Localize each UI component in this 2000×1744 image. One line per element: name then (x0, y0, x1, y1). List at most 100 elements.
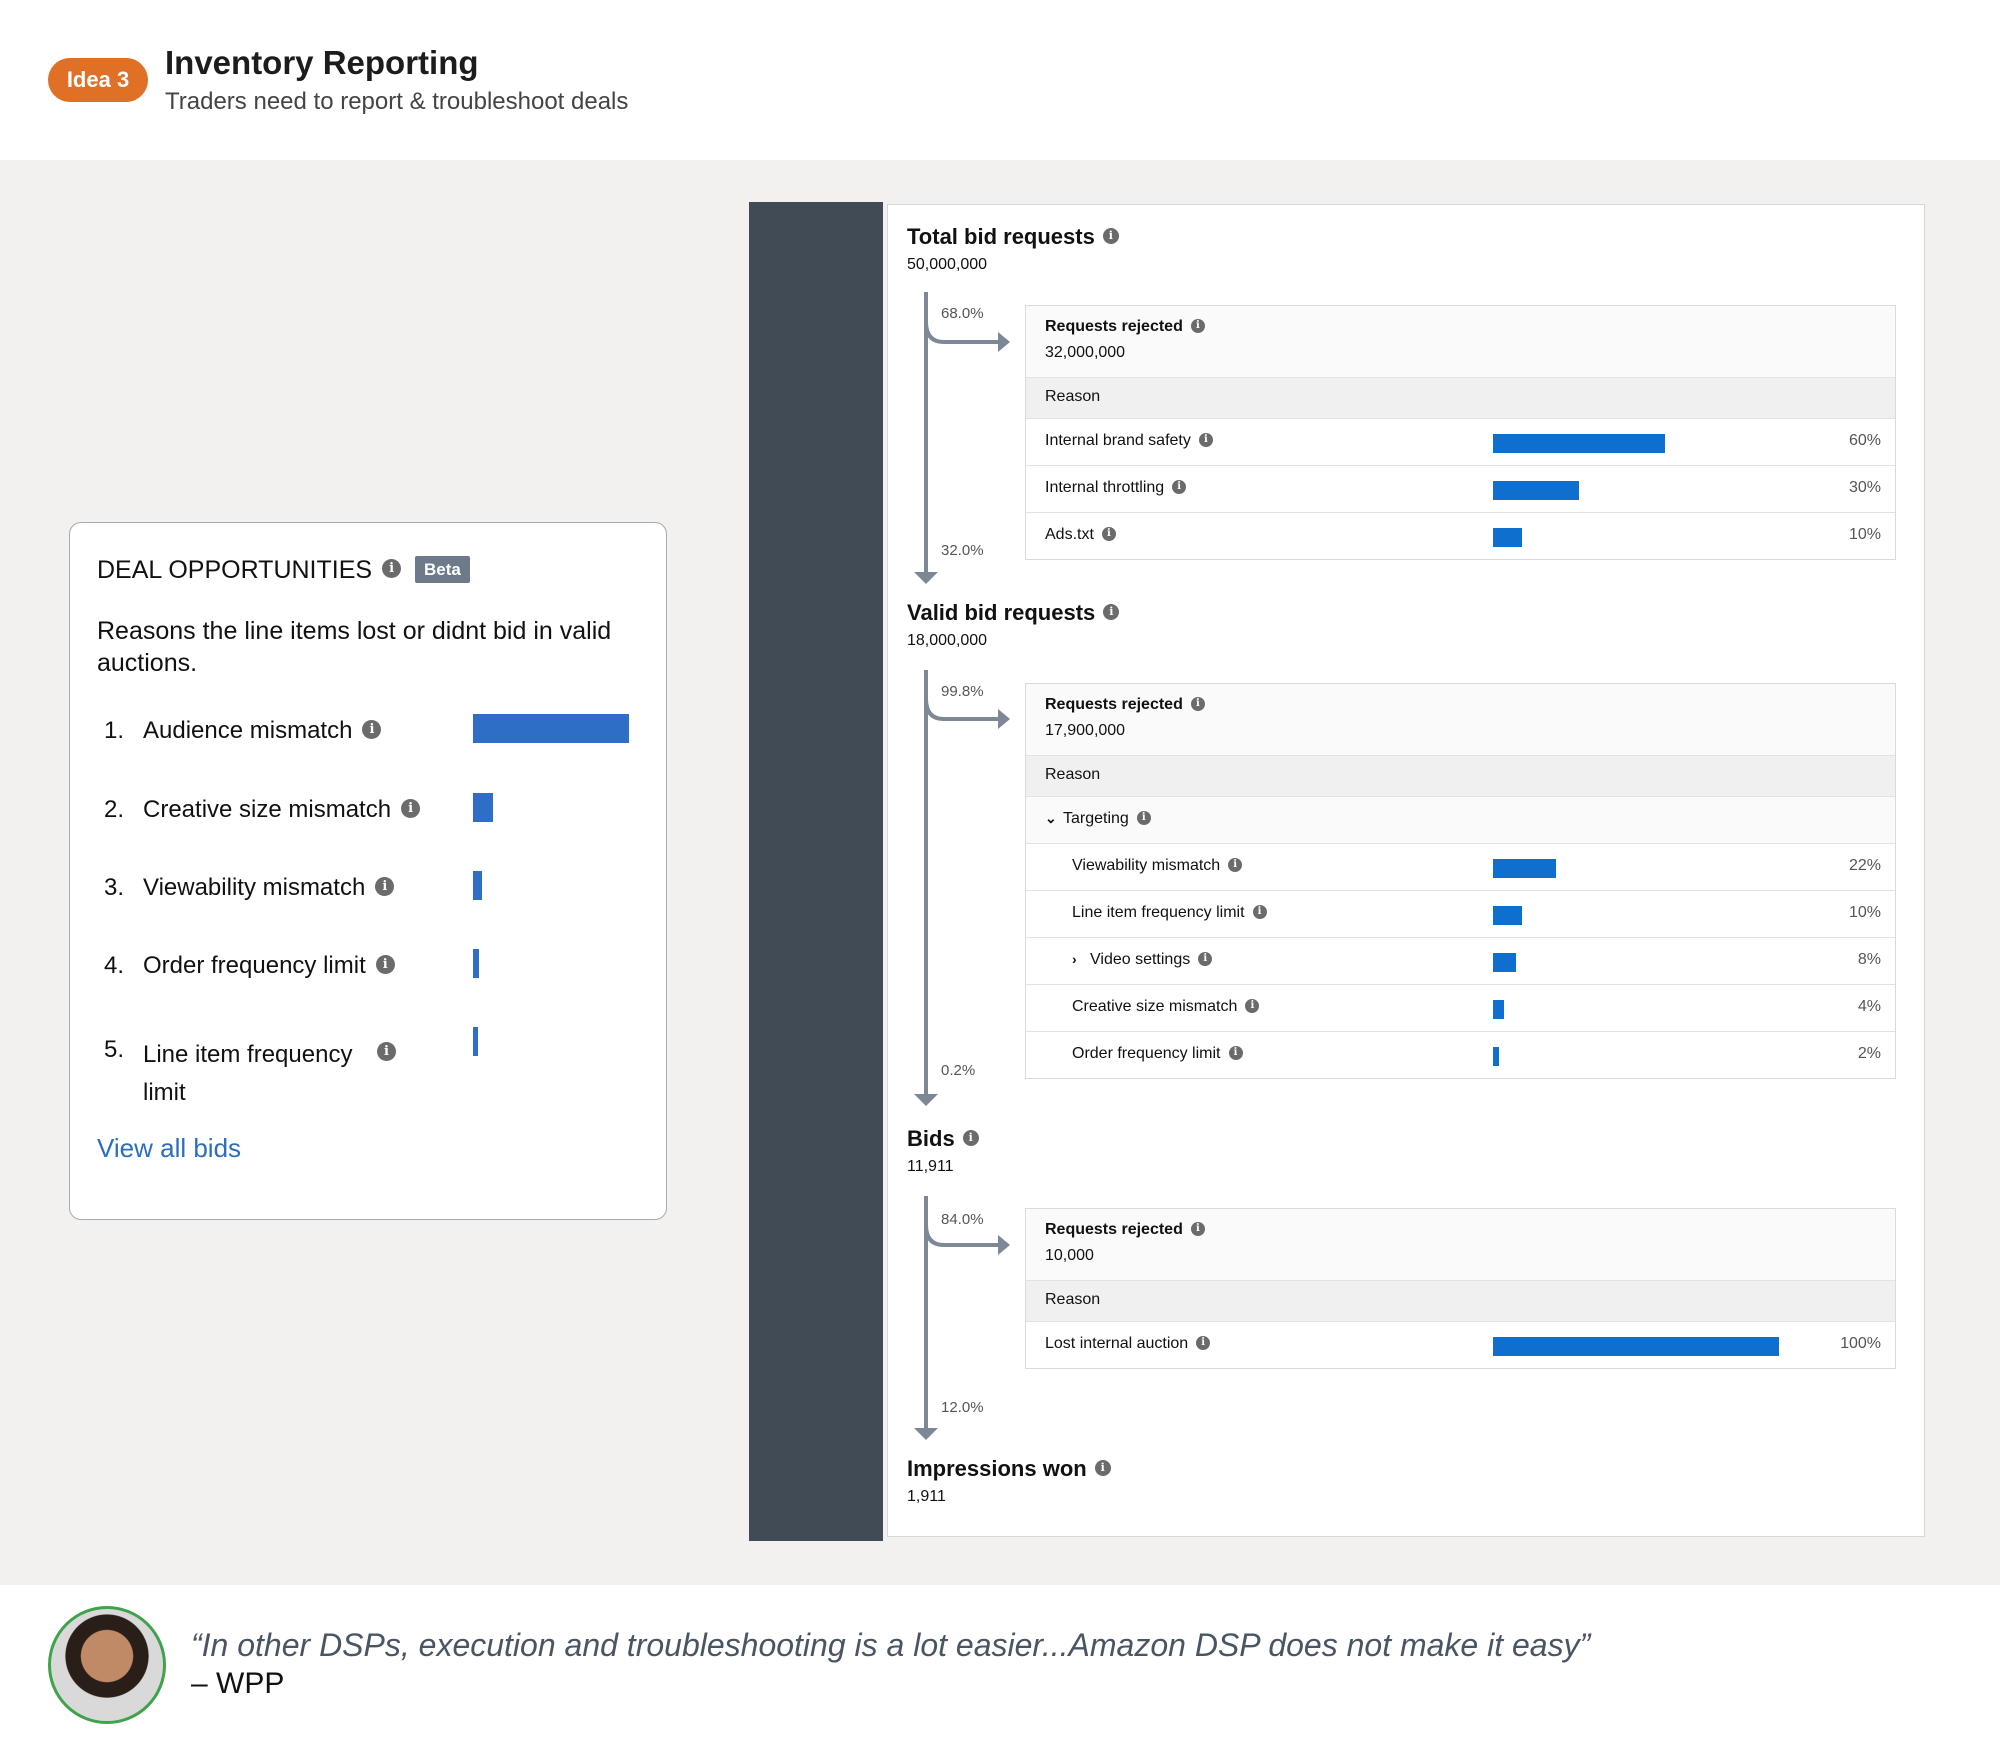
deal-item-label: Viewability mismatch (143, 874, 366, 901)
info-icon[interactable]: i (382, 558, 402, 578)
reason-percentage: 30% (1848, 479, 1881, 496)
reason-label-text: Order frequency limit (1072, 1045, 1221, 1062)
arrow-right-icon (924, 699, 1010, 729)
info-icon[interactable]: i (377, 1042, 396, 1061)
info-icon[interactable]: i (362, 720, 382, 740)
rejected-percentage: 99.8% (941, 683, 984, 700)
reason-bar (1493, 528, 1522, 547)
rejected-percentage: 84.0% (941, 1211, 984, 1228)
reason-label: Internal brand safety i (1045, 432, 1213, 450)
deal-item-bar (473, 793, 493, 822)
info-icon[interactable]: i (1172, 479, 1187, 494)
info-icon[interactable]: i (1228, 1045, 1243, 1060)
reason-row[interactable]: Creative size mismatch i 4% (1026, 985, 1895, 1032)
deal-item-number: 2. (104, 796, 125, 823)
reason-label: Creative size mismatch i (1072, 998, 1260, 1016)
reason-label: › Video settings i (1072, 951, 1213, 969)
reason-header-text: Reason (1045, 766, 1101, 783)
arrow-right-icon (924, 1225, 1010, 1255)
rejection-title-text: Requests rejected (1045, 1221, 1183, 1238)
info-icon[interactable]: i (1198, 432, 1213, 447)
reason-label-text: Lost internal auction (1045, 1335, 1189, 1352)
info-icon[interactable]: i (1103, 604, 1120, 621)
rejection-title: Requests rejected i (1045, 318, 1205, 336)
info-icon[interactable]: i (1245, 998, 1260, 1013)
info-icon[interactable]: i (1190, 696, 1205, 711)
deal-item-bar (473, 714, 629, 743)
deal-item-audience-mismatch: Audience mismatch i (143, 717, 382, 745)
group-label: ⌄ Targeting i (1045, 810, 1151, 828)
targeting-group-row[interactable]: ⌄ Targeting i (1026, 797, 1895, 844)
reason-bar (1493, 1337, 1779, 1356)
info-icon[interactable]: i (1094, 1460, 1111, 1477)
arrow-down-icon (914, 1094, 938, 1106)
reason-row[interactable]: Internal brand safety i 60% (1026, 419, 1895, 466)
quote-author: – WPP (191, 1667, 285, 1700)
reason-label: Line item frequency limit i (1072, 904, 1267, 922)
reason-column-header: Reason (1026, 378, 1895, 419)
reason-bar (1493, 859, 1556, 878)
video-settings-row[interactable]: › Video settings i 8% (1026, 938, 1895, 985)
info-icon[interactable]: i (375, 955, 395, 975)
arrow-right-icon (924, 322, 1010, 352)
stage-value: 18,000,000 (907, 632, 988, 649)
deal-opportunities-card (69, 522, 667, 1220)
deal-item-bar (473, 871, 482, 900)
reason-percentage: 2% (1857, 1045, 1881, 1062)
deal-item-line-item-frequency-limit: Line item frequency limit (143, 1036, 363, 1112)
rejection-count: 32,000,000 (1045, 344, 1126, 361)
stage-impressions-won: Impressions won i (907, 1456, 1111, 1482)
reason-row[interactable]: Order frequency limit i 2% (1026, 1032, 1895, 1078)
header-bar (0, 0, 2000, 160)
info-icon[interactable]: i (1101, 526, 1116, 541)
reason-bar (1493, 434, 1665, 453)
flow-line (924, 670, 928, 1096)
deal-item-number: 4. (104, 952, 125, 979)
reason-percentage: 60% (1848, 432, 1881, 449)
reason-label: Order frequency limit i (1072, 1045, 1243, 1063)
info-icon[interactable]: i (1102, 228, 1119, 245)
view-all-bids-link[interactable]: View all bids (97, 1133, 242, 1163)
side-panel-strip (749, 202, 883, 1541)
rejection-table: Requests rejected i 17,900,000 Reason ⌄ Ta… (1025, 683, 1896, 1079)
flow-line (924, 292, 928, 572)
rejection-table: Requests rejected i 10,000 Reason Lost in… (1025, 1208, 1896, 1369)
info-icon[interactable]: i (401, 799, 421, 819)
reason-row[interactable]: Lost internal auction i 100% (1026, 1322, 1895, 1368)
deal-card-title-text: DEAL OPPORTUNITIES (97, 556, 373, 584)
info-icon[interactable]: i (1198, 951, 1213, 966)
info-icon[interactable]: i (1136, 810, 1151, 825)
deal-item-label: Audience mismatch (143, 717, 353, 744)
chevron-right-icon[interactable]: › (1072, 951, 1077, 967)
info-icon[interactable]: i (1190, 1221, 1205, 1236)
info-icon[interactable]: i (962, 1130, 979, 1147)
passed-percentage: 12.0% (941, 1399, 984, 1416)
reason-row[interactable]: Viewability mismatch i 22% (1026, 844, 1895, 891)
reason-row[interactable]: Ads.txt i 10% (1026, 513, 1895, 559)
reason-bar (1493, 1000, 1504, 1019)
rejection-count: 10,000 (1045, 1247, 1094, 1264)
reason-percentage: 10% (1848, 904, 1881, 921)
rejection-title: Requests rejected i (1045, 1221, 1205, 1239)
stage-bids: Bids i (907, 1126, 979, 1152)
deal-card-title: DEAL OPPORTUNITIES i (97, 556, 402, 585)
rejection-count: 17,900,000 (1045, 722, 1126, 739)
page-title: Inventory Reporting (165, 44, 479, 81)
stage-title: Impressions won (907, 1456, 1087, 1481)
reason-row[interactable]: Line item frequency limit i 10% (1026, 891, 1895, 938)
info-icon[interactable]: i (1228, 857, 1243, 872)
reason-label-text: Internal throttling (1045, 479, 1165, 496)
chevron-down-icon[interactable]: ⌄ (1045, 810, 1057, 826)
arrow-down-icon (914, 572, 938, 584)
reason-row[interactable]: Internal throttling i 30% (1026, 466, 1895, 513)
info-icon[interactable]: i (1252, 904, 1267, 919)
deal-item-creative-size-mismatch: Creative size mismatch i (143, 796, 421, 824)
deal-card-description: Reasons the line items lost or didnt bid… (97, 617, 612, 677)
info-icon[interactable]: i (1190, 318, 1205, 333)
idea-badge: Idea 3 (48, 58, 148, 102)
beta-badge: Beta (415, 556, 470, 583)
info-icon[interactable]: i (375, 877, 395, 897)
reason-header-text: Reason (1045, 388, 1101, 405)
reason-bar (1493, 481, 1579, 500)
info-icon[interactable]: i (1196, 1335, 1211, 1350)
